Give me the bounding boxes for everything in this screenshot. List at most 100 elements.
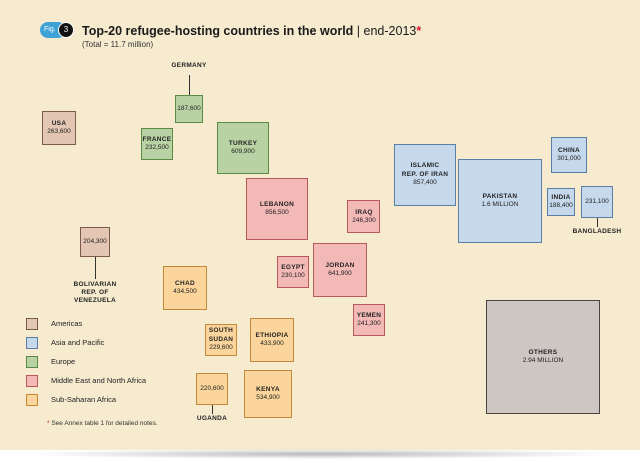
country-square-usa xyxy=(41,110,77,146)
country-name-bangladesh: BANGLADESH xyxy=(572,227,622,235)
country-square-turkey xyxy=(217,122,269,174)
country-value-turkey: 609,900 xyxy=(231,147,255,155)
country-value-box-germany: 187,600 xyxy=(149,105,229,113)
footnote: * See Annex table 1 for detailed notes. xyxy=(47,420,158,427)
leader-line-germany xyxy=(189,74,190,95)
leader-line-bangladesh xyxy=(597,217,598,227)
chart-title-asterisk: * xyxy=(416,24,422,38)
country-label-jordan: JORDAN 641,900 xyxy=(280,262,400,278)
country-value-china: 301,000 xyxy=(557,154,581,162)
footnote-text: See Annex table 1 for detailed notes. xyxy=(49,420,158,427)
legend-label-asia-pacific: Asia and Pacific xyxy=(51,338,105,347)
country-label-bolivarian-rep-of-venezuela: BOLIVARIAN REP. OF VENEZUELA xyxy=(35,281,155,305)
country-label-others: OTHERS 2.94 MILLION xyxy=(483,349,603,365)
chart-subtitle: (Total = 11.7 million) xyxy=(82,40,154,49)
country-label-south-sudan: SOUTH SUDAN 229,600 xyxy=(161,327,281,351)
country-square-others xyxy=(485,299,600,414)
country-square-egypt xyxy=(277,256,309,288)
country-value-islamic-rep-of-iran: 857,400 xyxy=(413,178,437,186)
country-label-ethiopia: ETHIOPIA 433,900 xyxy=(212,332,332,348)
country-label-bangladesh: BANGLADESH xyxy=(537,228,640,236)
country-value-jordan: 641,900 xyxy=(328,269,352,277)
legend-swatch-americas xyxy=(26,318,38,330)
legend-swatch-sub-saharan xyxy=(26,394,38,406)
country-name-egypt: EGYPT xyxy=(281,263,305,271)
country-square-ethiopia xyxy=(250,318,294,362)
country-name-islamic-rep-of-iran: ISLAMIC REP. OF IRAN xyxy=(401,162,449,178)
country-name-iraq: IRAQ xyxy=(355,208,373,216)
country-square-bolivarian-rep-of-venezuela xyxy=(79,226,111,258)
country-value-pakistan: 1.6 MILLION xyxy=(481,200,519,208)
country-label-uganda: UGANDA xyxy=(152,415,272,423)
country-label-iraq: IRAQ 246,300 xyxy=(304,209,424,225)
country-value-iraq: 246,300 xyxy=(352,216,376,224)
country-label-germany: GERMANY xyxy=(129,62,249,70)
legend-label-middle-east: Middle East and North Africa xyxy=(51,376,147,385)
chart-title-main: Top-20 refugee-hosting countries in the … xyxy=(82,24,354,38)
country-value-yemen: 241,300 xyxy=(357,319,381,327)
country-value-uganda: 220,600 xyxy=(200,385,224,392)
country-name-uganda: UGANDA xyxy=(196,414,228,422)
country-value-box-uganda: 220,600 xyxy=(172,385,252,393)
country-name-india: INDIA xyxy=(551,193,571,201)
country-name-kenya: KENYA xyxy=(256,385,280,393)
country-label-chad: CHAD 434,500 xyxy=(125,280,245,296)
country-value-kenya: 534,900 xyxy=(256,393,280,401)
country-square-chad xyxy=(163,266,207,310)
country-value-box-bolivarian-rep-of-venezuela: 204,300 xyxy=(55,238,135,246)
country-square-uganda xyxy=(196,373,228,405)
country-square-kenya xyxy=(243,369,293,419)
country-value-lebanon: 856,500 xyxy=(265,208,289,216)
country-name-turkey: TURKEY xyxy=(228,139,258,147)
country-value-others: 2.94 MILLION xyxy=(522,356,564,364)
country-name-others: OTHERS xyxy=(528,348,558,356)
country-label-egypt: EGYPT 230,100 xyxy=(233,264,353,280)
country-square-lebanon xyxy=(246,178,308,240)
country-name-germany: GERMANY xyxy=(171,61,207,69)
figure-badge-number: 3 xyxy=(58,22,74,38)
footnote-asterisk: * xyxy=(47,420,50,427)
country-name-yemen: YEMEN xyxy=(356,311,382,319)
country-label-usa: USA 263,600 xyxy=(0,120,119,136)
country-value-france: 232,500 xyxy=(145,143,169,151)
country-name-china: CHINA xyxy=(557,146,581,154)
legend-swatch-europe xyxy=(26,356,38,368)
page-shadow xyxy=(20,449,620,459)
country-value-egypt: 230,100 xyxy=(281,271,305,279)
country-square-germany xyxy=(174,94,204,124)
country-label-yemen: YEMEN 241,300 xyxy=(309,312,429,328)
country-value-germany: 187,600 xyxy=(177,105,201,112)
chart-title: Top-20 refugee-hosting countries in the … xyxy=(82,24,421,38)
country-square-yemen xyxy=(352,303,386,337)
country-value-india: 188,400 xyxy=(549,201,573,209)
legend-swatch-middle-east xyxy=(26,375,38,387)
country-square-south-sudan xyxy=(205,324,237,356)
country-square-bangladesh xyxy=(581,186,613,218)
country-square-islamic-rep-of-iran xyxy=(394,144,456,206)
chart-title-sub: end-2013 xyxy=(363,24,417,38)
country-square-france xyxy=(140,127,174,161)
country-label-kenya: KENYA 534,900 xyxy=(208,386,328,402)
country-name-pakistan: PAKISTAN xyxy=(482,192,518,200)
leader-line-bolivarian-rep-of-venezuela xyxy=(95,257,96,280)
legend-label-sub-saharan: Sub-Saharan Africa xyxy=(51,395,117,404)
country-square-jordan xyxy=(313,243,367,297)
country-label-lebanon: LEBANON 856,500 xyxy=(217,201,337,217)
country-label-turkey: TURKEY 609,900 xyxy=(183,140,303,156)
leader-line-uganda xyxy=(212,404,213,414)
figure-badge: Fig. 3 xyxy=(40,22,74,38)
country-name-usa: USA xyxy=(51,119,67,127)
country-name-jordan: JORDAN xyxy=(325,261,355,269)
chart-title-separator: | xyxy=(353,24,364,38)
country-label-india: INDIA 188,400 xyxy=(501,194,621,210)
country-value-chad: 434,500 xyxy=(173,287,197,295)
country-value-box-bangladesh: 231,100 xyxy=(557,198,637,206)
country-value-bangladesh: 231,100 xyxy=(585,198,609,205)
figure-page: Fig. 3 Top-20 refugee-hosting countries … xyxy=(0,0,640,450)
country-name-france: FRANCE xyxy=(142,135,172,143)
country-name-bolivarian-rep-of-venezuela: BOLIVARIAN REP. OF VENEZUELA xyxy=(73,281,117,305)
country-label-china: CHINA 301,000 xyxy=(509,147,629,163)
country-name-lebanon: LEBANON xyxy=(259,200,295,208)
country-square-iraq xyxy=(347,200,381,234)
country-value-ethiopia: 433,900 xyxy=(260,339,284,347)
